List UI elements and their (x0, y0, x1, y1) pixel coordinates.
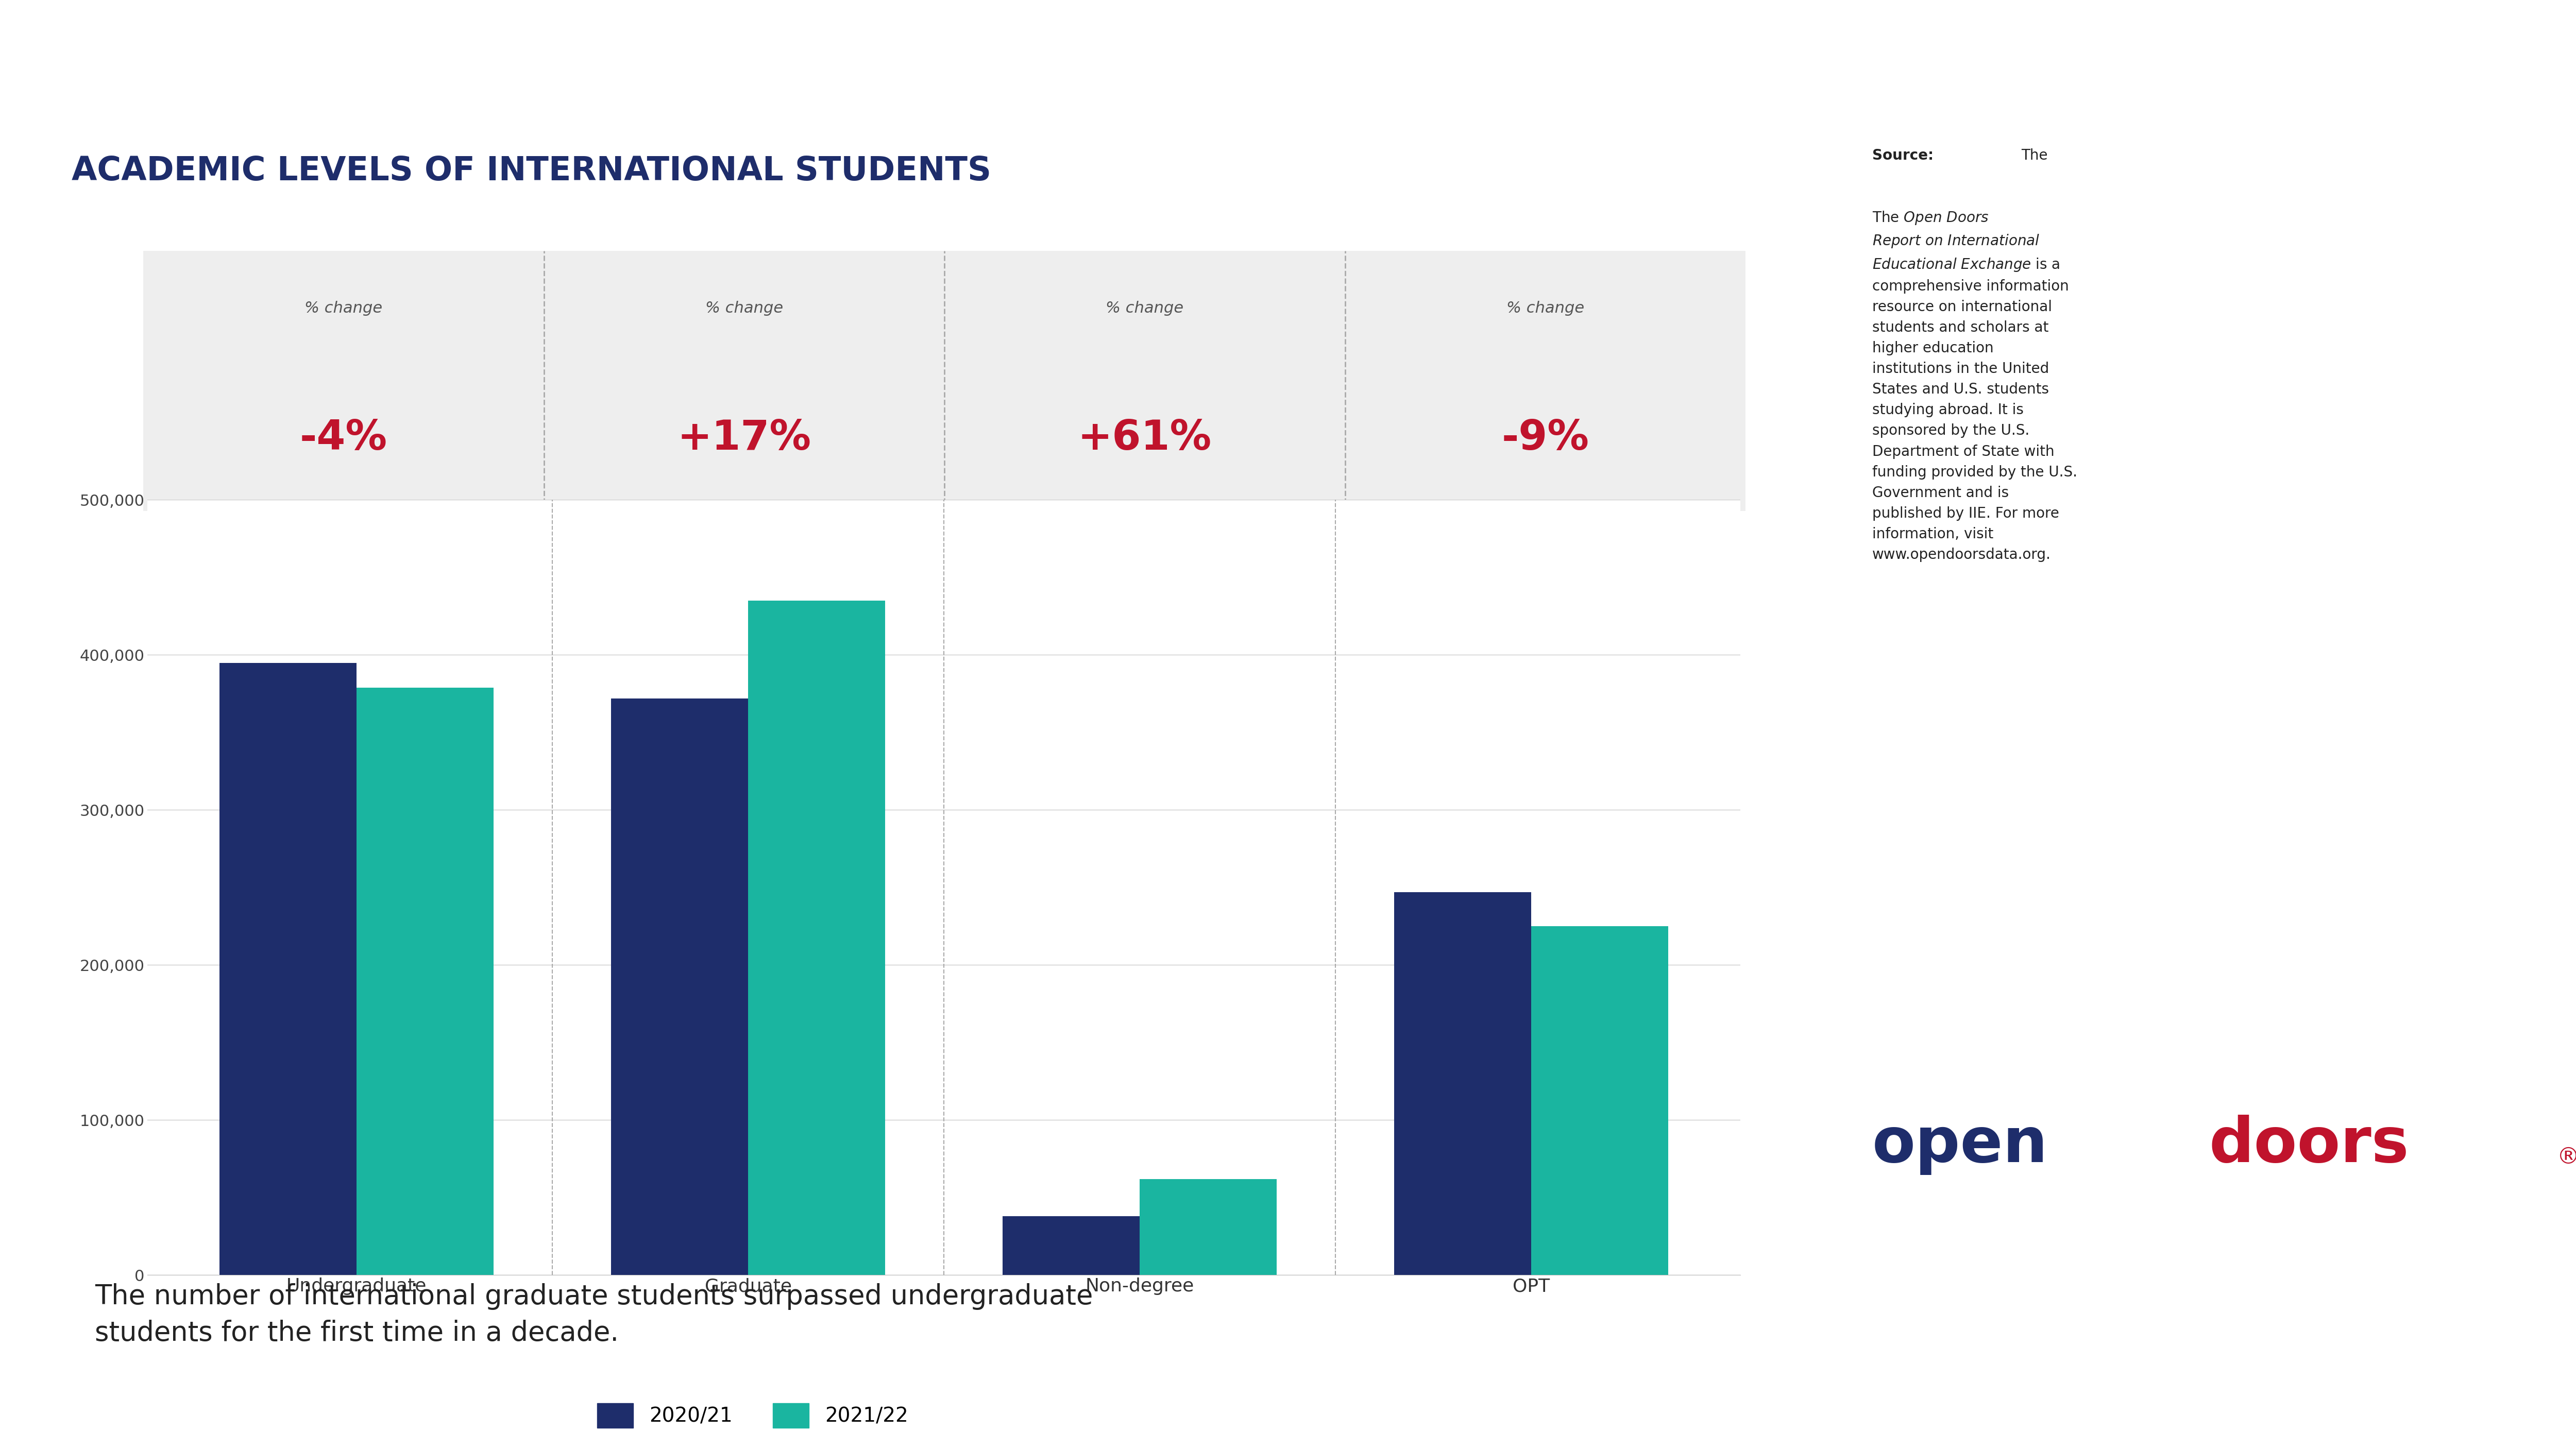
Text: +17%: +17% (677, 419, 811, 458)
Text: INTERNATIONAL STUDENTS DATA: INTERNATIONAL STUDENTS DATA (1288, 22, 1994, 58)
Text: % change: % change (706, 300, 783, 316)
Bar (144, 251, 1747, 511)
Bar (1139, 1179, 1278, 1275)
Bar (1394, 893, 1530, 1275)
Text: -9%: -9% (1502, 419, 1589, 458)
Bar (611, 698, 747, 1275)
Text: ACADEMIC LEVELS OF INTERNATIONAL STUDENTS: ACADEMIC LEVELS OF INTERNATIONAL STUDENT… (72, 155, 992, 187)
Bar (219, 662, 355, 1275)
Legend: 2020/21, 2021/22: 2020/21, 2021/22 (590, 1395, 917, 1436)
Text: ®: ® (2558, 1146, 2576, 1168)
Text: % change: % change (1105, 300, 1182, 316)
Bar (1002, 1216, 1139, 1275)
Text: The number of international graduate students surpassed undergraduate
students f: The number of international graduate stu… (95, 1284, 1092, 1346)
Text: The $\it{Open\ Doors}$
$\it{Report\ on\ International}$
$\it{Educational\ Exchan: The $\it{Open\ Doors}$ $\it{Report\ on\ … (1873, 210, 2076, 562)
Text: The: The (2022, 148, 2053, 162)
Text: OPEN DOORS: OPEN DOORS (1010, 22, 1288, 58)
Bar (747, 601, 886, 1275)
Text: % change: % change (304, 300, 381, 316)
Bar (1530, 926, 1669, 1275)
Text: open: open (1873, 1114, 2048, 1175)
Text: doors: doors (2208, 1114, 2409, 1175)
Text: % change: % change (1507, 300, 1584, 316)
Text: +61%: +61% (1077, 419, 1211, 458)
Text: Source:: Source: (1873, 148, 1935, 162)
Text: -4%: -4% (299, 419, 386, 458)
Bar (355, 687, 495, 1275)
